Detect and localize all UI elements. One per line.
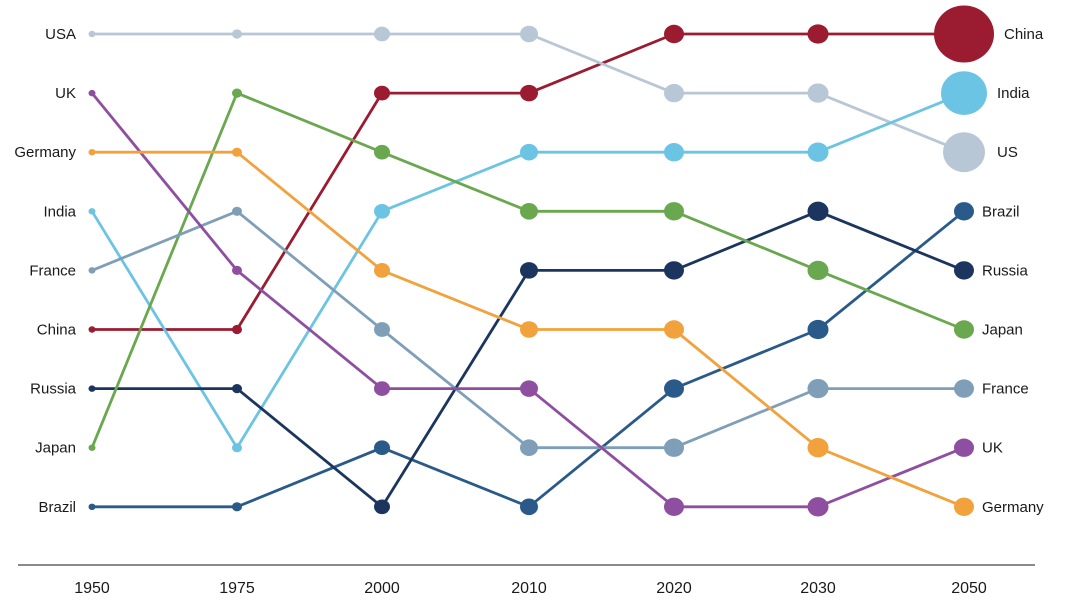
point-japan-2010 <box>520 203 538 220</box>
start-label-brazil: Brazil <box>38 499 76 516</box>
point-france-2010 <box>520 439 538 456</box>
point-india-2000 <box>374 203 390 219</box>
point-china-2050 <box>934 5 994 63</box>
point-germany-2030 <box>807 438 829 458</box>
point-india-1975 <box>232 443 242 453</box>
end-label-france: France <box>982 381 1029 398</box>
end-label-brazil: Brazil <box>982 203 1020 220</box>
point-brazil-2020 <box>664 379 684 398</box>
point-japan-2000 <box>374 144 390 160</box>
point-uk-1975 <box>232 265 242 275</box>
end-label-china: China <box>1004 26 1044 43</box>
x-tick-2050: 2050 <box>951 580 987 597</box>
point-usa-2030 <box>807 83 829 103</box>
point-india-2050 <box>941 71 987 115</box>
x-tick-2020: 2020 <box>656 580 692 597</box>
point-china-2010 <box>520 84 538 102</box>
point-usa-1975 <box>232 29 242 39</box>
point-russia-2010 <box>520 262 538 279</box>
point-russia-2030 <box>807 201 829 221</box>
end-label-uk: UK <box>982 440 1003 457</box>
point-brazil-1950 <box>88 503 96 511</box>
point-germany-2020 <box>664 320 684 339</box>
point-germany-2000 <box>374 263 390 278</box>
point-uk-2050 <box>954 438 974 457</box>
point-china-1950 <box>88 326 96 333</box>
x-tick-2010: 2010 <box>511 580 547 597</box>
point-japan-1950 <box>88 444 96 451</box>
point-usa-2000 <box>374 26 390 42</box>
point-germany-2010 <box>520 321 538 338</box>
point-russia-2000 <box>374 499 390 515</box>
x-axis-ticks: 1950 1975 2000 2010 2020 2030 2050 <box>74 580 987 597</box>
point-china-2000 <box>374 85 390 101</box>
point-france-1950 <box>88 267 96 274</box>
point-brazil-2030 <box>807 319 829 340</box>
end-label-russia: Russia <box>982 262 1029 279</box>
point-brazil-2050 <box>954 202 974 221</box>
point-france-2050 <box>954 379 974 398</box>
x-tick-2030: 2030 <box>800 580 836 597</box>
point-india-2030 <box>807 142 829 162</box>
point-russia-2020 <box>664 261 684 280</box>
point-russia-1950 <box>88 385 96 392</box>
start-label-usa: USA <box>45 26 76 43</box>
x-tick-1975: 1975 <box>219 580 255 597</box>
start-label-uk: UK <box>55 85 76 102</box>
point-uk-2010 <box>520 380 538 397</box>
point-uk-1950 <box>88 89 96 97</box>
point-usa-2010 <box>520 25 538 43</box>
point-brazil-1975 <box>232 502 242 512</box>
point-japan-1975 <box>232 88 242 98</box>
series-points <box>88 5 994 517</box>
point-usa-2050 <box>943 132 985 173</box>
point-brazil-2010 <box>520 498 538 516</box>
point-china-1975 <box>232 324 242 335</box>
point-uk-2020 <box>664 497 684 516</box>
series-labels: China China USA US India India Brazil Brazil Rus… <box>14 26 1044 516</box>
series-line-china <box>92 32 964 331</box>
point-china-2030 <box>807 24 829 44</box>
end-label-japan: Japan <box>982 322 1023 339</box>
start-label-france: France <box>29 262 76 279</box>
point-germany-2050 <box>954 497 974 516</box>
point-russia-2050 <box>954 261 974 280</box>
point-brazil-2000 <box>374 440 390 456</box>
point-usa-2020 <box>664 83 684 103</box>
series-line-brazil <box>92 210 965 509</box>
point-germany-1950 <box>88 148 96 156</box>
x-tick-1950: 1950 <box>74 580 110 597</box>
point-russia-1975 <box>232 384 242 394</box>
point-uk-2030 <box>807 497 829 517</box>
end-label-india: India <box>997 85 1030 102</box>
point-uk-2000 <box>374 381 390 396</box>
start-label-china: China <box>37 322 77 339</box>
point-japan-2030 <box>807 260 829 281</box>
point-france-2020 <box>664 438 684 457</box>
series-line-russia <box>92 209 965 509</box>
end-label-usa: US <box>997 144 1018 161</box>
start-label-germany: Germany <box>14 144 76 161</box>
point-germany-1975 <box>232 147 242 157</box>
point-india-1950 <box>88 208 96 215</box>
end-label-germany: Germany <box>982 499 1044 516</box>
start-label-india: India <box>43 203 76 220</box>
point-france-1975 <box>232 206 242 216</box>
point-china-2020 <box>664 24 684 44</box>
point-india-2020 <box>664 143 684 162</box>
point-japan-2050 <box>954 320 974 339</box>
start-label-russia: Russia <box>30 381 77 398</box>
point-france-2030 <box>807 378 829 399</box>
point-usa-1950 <box>88 30 96 38</box>
point-japan-2020 <box>664 202 684 221</box>
point-france-2000 <box>374 322 390 337</box>
point-india-2010 <box>520 143 538 161</box>
start-label-japan: Japan <box>35 440 76 457</box>
x-tick-2000: 2000 <box>364 580 400 597</box>
